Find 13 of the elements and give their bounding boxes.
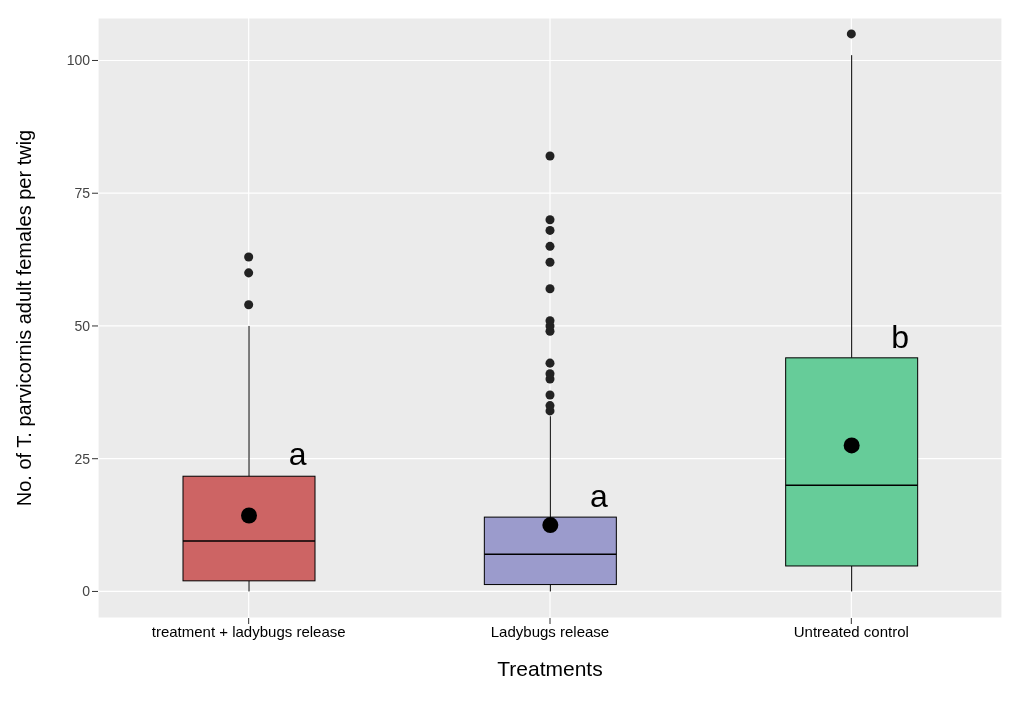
y-tick-label: 25 [74, 450, 91, 467]
annotation: b [891, 318, 910, 355]
x-tick-label: Ladybugs release [490, 622, 610, 640]
y-tick-label: 0 [82, 583, 91, 600]
x-axis-title: Treatments [497, 657, 603, 680]
annotation: a [590, 478, 608, 515]
annotation: a [288, 435, 307, 472]
y-tick-label: 75 [74, 185, 91, 202]
y-tick-label: 50 [74, 317, 91, 334]
y-tick-label: 100 [66, 52, 91, 69]
x-tick-label: treatment + ladybugs release [151, 622, 346, 640]
y-axis-title: No. of T. parvicornis adult females per twig [13, 129, 36, 507]
x-tick-label: Untreated control [793, 622, 909, 640]
